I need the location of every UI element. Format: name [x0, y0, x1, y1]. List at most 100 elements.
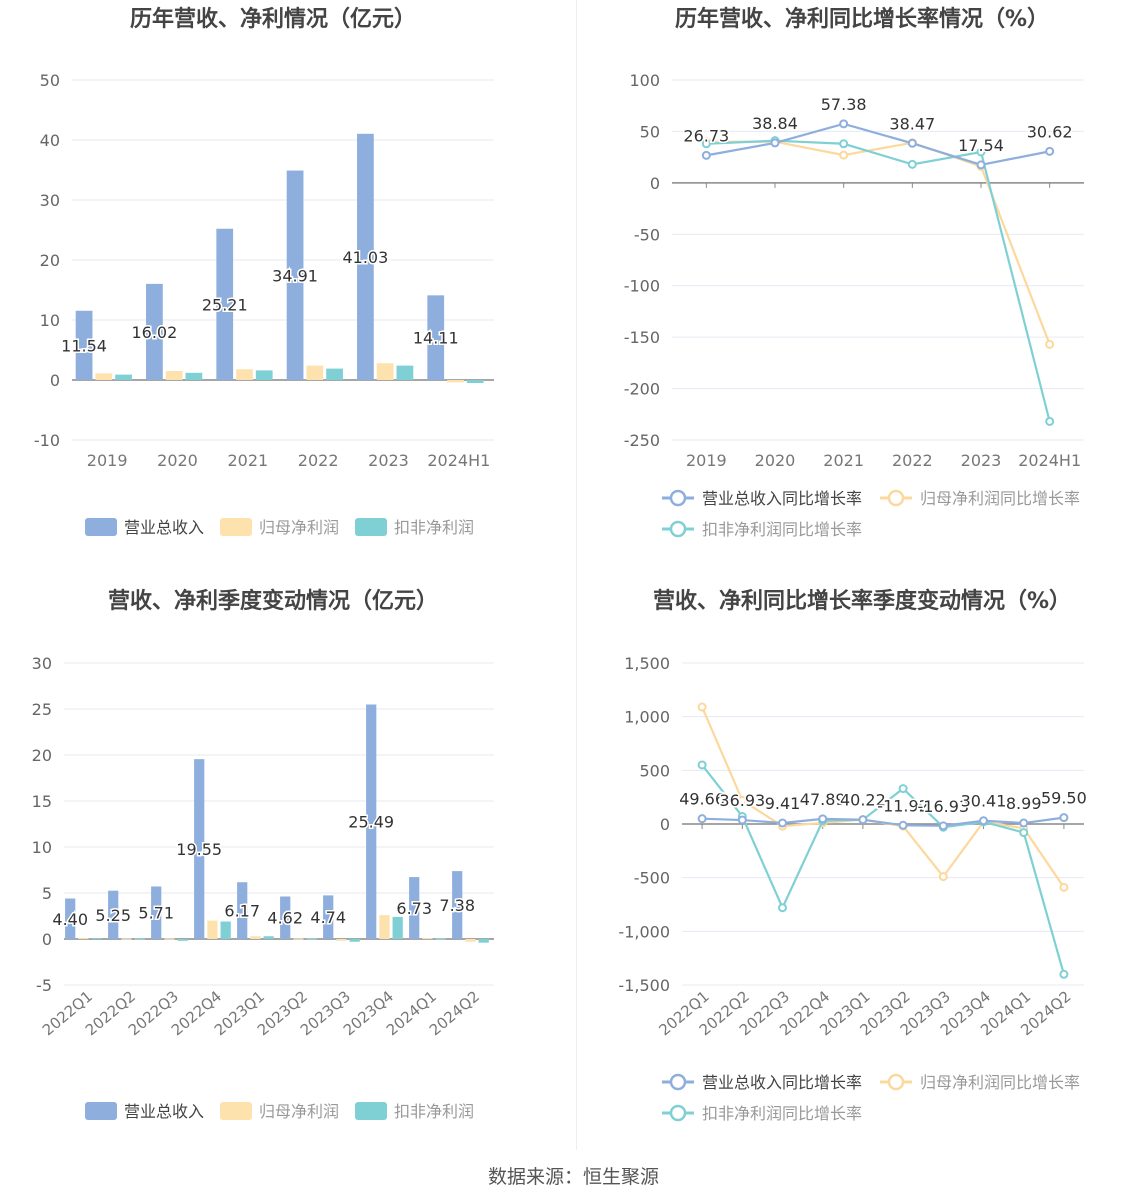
bar: [115, 374, 132, 380]
data-label: 17.54: [958, 136, 1004, 155]
y-tick-label: -5: [36, 976, 52, 995]
x-tick-label: 2019: [686, 451, 727, 470]
y-tick-label: 20: [32, 746, 52, 765]
data-point: [858, 815, 868, 825]
data-point: [697, 702, 707, 712]
quarterly-growth-rate-chart: 营收、净利同比增长率季度变动情况（%） -1,500 -1,000 -500 0 500 1…: [618, 588, 1088, 1123]
data-label: 5.25: [95, 906, 131, 925]
bar: [255, 370, 273, 380]
chart-title: 营收、净利季度变动情况（亿元）: [108, 588, 438, 614]
data-label: 49.66: [679, 790, 725, 809]
x-tick-label: 2024H1: [427, 451, 490, 470]
data-point: [907, 138, 917, 148]
y-tick-label: 5: [42, 884, 52, 903]
chart-title: 历年营收、净利情况（亿元）: [130, 6, 416, 32]
y-tick-label: 25: [32, 700, 52, 719]
bar: [250, 936, 261, 939]
data-point: [898, 820, 908, 830]
y-tick-label: -100: [624, 277, 660, 296]
series-line: [706, 140, 1051, 345]
legend-swatch: [355, 518, 387, 536]
legend-label: 扣非净利润同比增长率: [702, 1104, 862, 1123]
x-tick-label: 2023: [368, 451, 409, 470]
y-tick-label: 0: [50, 371, 60, 390]
legend-swatch: [85, 1102, 117, 1120]
bar: [146, 283, 163, 380]
data-point: [1019, 818, 1029, 828]
y-tick-label: 0: [42, 930, 52, 949]
bar: [65, 898, 76, 939]
bar: [164, 938, 175, 940]
bar: [466, 380, 484, 383]
chart-title: 历年营收、净利同比增长率情况（%）: [675, 6, 1049, 32]
data-label: 34.91: [272, 266, 318, 285]
data-point: [818, 814, 828, 824]
data-point: [701, 150, 711, 160]
data-label: -11.92: [877, 796, 929, 815]
legend-marker: [887, 1073, 905, 1091]
y-tick-label: -200: [624, 380, 660, 399]
legend-marker: [669, 489, 687, 507]
x-tick-label: 2021: [823, 451, 864, 470]
y-tick-label: -1,000: [618, 922, 670, 941]
y-tick-label: -500: [634, 869, 670, 888]
legend-label: 营业总收入同比增长率: [702, 489, 862, 508]
bar: [95, 373, 113, 380]
bar: [91, 938, 102, 940]
data-label: 26.73: [683, 126, 729, 145]
bar: [134, 938, 145, 940]
data-label: 14.11: [413, 329, 459, 348]
bar: [306, 365, 324, 380]
bar: [392, 916, 403, 939]
data-point: [979, 816, 988, 826]
bar: [220, 921, 231, 939]
data-point: [1059, 813, 1069, 823]
bar: [396, 365, 414, 380]
bar: [306, 938, 317, 940]
data-label: 8.99: [1006, 794, 1042, 813]
data-label: 25.21: [202, 295, 248, 314]
data-label: -16.93: [918, 797, 970, 816]
data-point: [839, 139, 849, 149]
bar: [75, 310, 93, 380]
data-point: [737, 815, 747, 825]
y-tick-label: 40: [40, 131, 60, 150]
bar: [236, 369, 253, 380]
y-tick-label: 500: [639, 761, 670, 780]
quarterly-revenue-profit-chart: 营收、净利季度变动情况（亿元）-50510152025302022Q12022Q…: [32, 588, 494, 1121]
y-tick-label: 30: [32, 654, 52, 673]
data-point: [1045, 339, 1055, 349]
panel-divider: [576, 0, 577, 1150]
data-label: 36.93: [719, 791, 765, 810]
y-tick-label: -50: [634, 225, 660, 244]
bar: [165, 371, 183, 380]
x-tick-label: 2022: [892, 451, 933, 470]
data-label: 4.40: [52, 910, 88, 929]
annual-growth-rate-chart: 历年营收、净利同比增长率情况（%） -250 -200 -150 -100 -50 0 50 1…: [624, 6, 1084, 539]
legend-label: 营业总收入同比增长率: [702, 1073, 862, 1092]
y-tick-label: 100: [629, 71, 660, 90]
data-label: 57.38: [821, 95, 867, 114]
data-point: [1059, 882, 1069, 892]
legend-swatch: [355, 1102, 387, 1120]
data-label: 7.38: [439, 896, 475, 915]
annual-growth-rate-panel: 历年营收、净利同比增长率情况（%） -250 -200 -150 -100 -50 0 50 1…: [577, 0, 1147, 580]
legend-label: 扣非净利润: [394, 1102, 474, 1121]
data-point: [1019, 828, 1029, 838]
x-tick-label: 2019: [87, 451, 128, 470]
legend-marker: [669, 520, 687, 538]
data-source-footer: 数据来源：恒生聚源: [487, 1166, 659, 1188]
bar: [435, 938, 446, 940]
bar: [447, 380, 464, 383]
data-label: 47.89: [800, 790, 846, 809]
legend-marker: [887, 489, 905, 507]
legend-label: 归母净利润: [259, 1102, 339, 1121]
legend-label: 营业总收入: [124, 1102, 204, 1121]
data-label: 30.62: [1027, 122, 1073, 141]
y-tick-label: 0: [650, 174, 660, 193]
annual-revenue-profit-panel: 历年营收、净利情况（亿元） -10 0 10 20 30 40 50 2019 2020 2021 2…: [0, 0, 573, 580]
y-tick-label: 0: [660, 815, 670, 834]
y-tick-label: 50: [640, 122, 660, 141]
data-point: [898, 784, 908, 794]
bar: [108, 890, 119, 939]
